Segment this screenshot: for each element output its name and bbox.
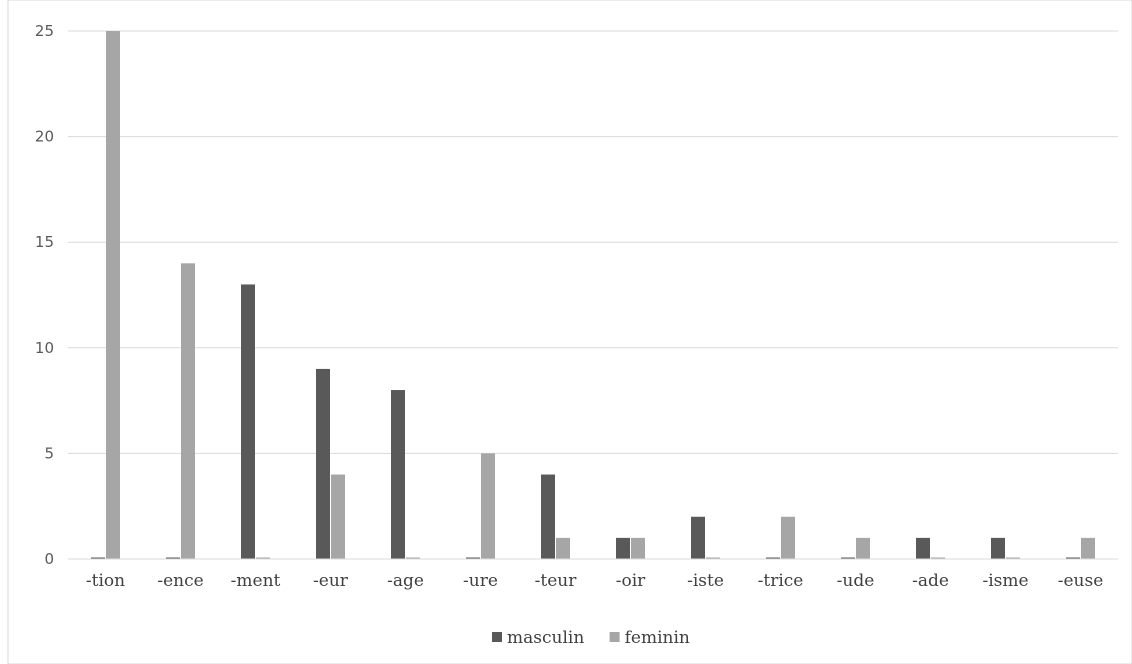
y-tick-label: 25 xyxy=(35,22,54,40)
x-tick-label: -euse xyxy=(1058,571,1104,591)
bar-masculin-ade xyxy=(916,537,930,559)
legend-label: masculin xyxy=(507,628,584,648)
x-tick-label: -trice xyxy=(758,571,804,591)
y-tick-label: 20 xyxy=(35,128,54,146)
legend-item-feminin: feminin xyxy=(609,628,690,648)
x-tick-label: -eur xyxy=(313,571,349,591)
x-tick-label: -oir xyxy=(616,571,646,591)
bar-feminin-ade xyxy=(931,557,945,559)
bar-feminin-eur xyxy=(331,474,345,559)
x-tick-label: -teur xyxy=(535,571,578,591)
bar-masculin-teur xyxy=(541,474,555,559)
x-axis-ticks: -tion -ence -ment -eur -age -ure -teur -oir -ist… xyxy=(86,571,1103,591)
bar-masculin-ude xyxy=(841,557,855,559)
bar-feminin-isme xyxy=(1006,557,1020,559)
x-tick-label: -tion xyxy=(86,571,125,591)
bar-masculin-ence xyxy=(166,557,180,559)
x-tick-label: -ure xyxy=(463,571,498,591)
x-tick-label: -age xyxy=(387,571,424,591)
legend-item-masculin: masculin xyxy=(492,628,584,648)
x-tick-label: -ence xyxy=(157,571,203,591)
x-tick-label: -ade xyxy=(912,571,949,591)
bar-feminin-age xyxy=(406,557,420,559)
bar-feminin-ence xyxy=(181,263,195,559)
bar-feminin-ure xyxy=(481,453,495,559)
x-tick-label: -ment xyxy=(231,571,281,591)
bar-masculin-tion xyxy=(91,557,105,559)
legend-swatch xyxy=(609,632,620,642)
legend: masculin feminin xyxy=(492,628,690,648)
bar-feminin-euse xyxy=(1081,537,1095,559)
x-tick-label: -iste xyxy=(687,571,724,591)
bar-masculin-isme xyxy=(991,537,1005,559)
bar-feminin-trice xyxy=(781,516,795,559)
bar-feminin-teur xyxy=(556,537,570,559)
bar-masculin-iste xyxy=(691,516,705,559)
bar-masculin-ment xyxy=(241,284,255,559)
bar-feminin-ude xyxy=(856,537,870,559)
y-tick-label: 10 xyxy=(35,339,54,357)
legend-swatch xyxy=(492,632,502,642)
chart-area-border xyxy=(7,0,1132,664)
bar-feminin-ment xyxy=(256,557,270,559)
x-tick-label: -isme xyxy=(982,571,1028,591)
bar-feminin-iste xyxy=(706,557,720,559)
y-tick-label: 0 xyxy=(44,550,54,568)
bar-feminin-oir xyxy=(631,537,645,559)
y-tick-label: 5 xyxy=(44,444,54,462)
bar-masculin-trice xyxy=(766,557,780,559)
y-axis-ticks: 0 5 10 15 20 25 xyxy=(35,22,54,568)
bar-masculin-eur xyxy=(316,368,330,559)
bar-feminin-tion xyxy=(106,31,120,559)
bars xyxy=(91,31,1095,559)
bar-masculin-ure xyxy=(466,557,480,559)
bar-masculin-age xyxy=(391,390,405,559)
bar-masculin-euse xyxy=(1066,557,1080,559)
bar-masculin-oir xyxy=(616,537,630,559)
x-tick-label: -ude xyxy=(837,571,875,591)
legend-label: feminin xyxy=(625,628,690,648)
y-tick-label: 15 xyxy=(35,233,54,251)
